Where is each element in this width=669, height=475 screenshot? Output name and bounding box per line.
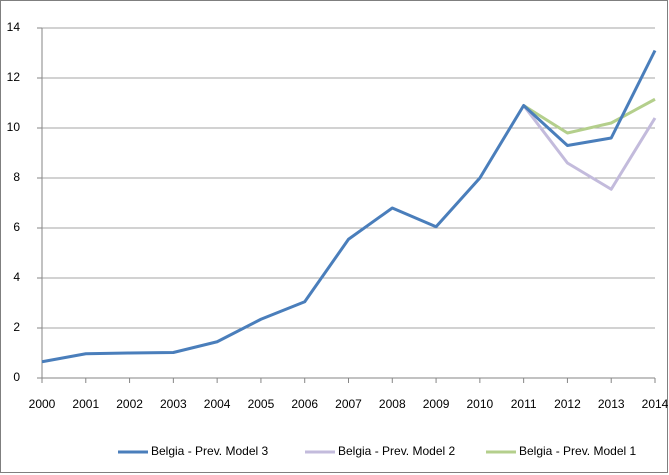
y-tick-label: 12	[7, 70, 21, 84]
legend-label: Belgia - Prev. Model 1	[519, 444, 636, 458]
series-line	[41, 49, 657, 364]
x-tick-label: 2014	[642, 397, 669, 411]
x-tick-label: 2005	[248, 397, 275, 411]
x-tick-label: 2009	[423, 397, 450, 411]
x-tick-label: 2012	[554, 397, 581, 411]
legend-label: Belgia - Prev. Model 3	[151, 444, 268, 458]
x-tick-label: 2002	[116, 397, 143, 411]
y-tick-label: 8	[13, 170, 20, 184]
y-tick-label: 6	[13, 220, 20, 234]
y-tick-label: 14	[7, 20, 21, 34]
x-tick-label: 2003	[160, 397, 187, 411]
x-tick-label: 2010	[467, 397, 494, 411]
legend-label: Belgia - Prev. Model 2	[338, 444, 455, 458]
y-tick-label: 2	[13, 320, 20, 334]
x-tick-label: 2011	[511, 397, 537, 411]
y-tick-label: 10	[7, 120, 21, 134]
x-tick-label: 2008	[379, 397, 406, 411]
series-line	[522, 97, 656, 135]
y-tick-label: 0	[13, 370, 20, 384]
x-tick-label: 2013	[598, 397, 625, 411]
x-tick-label: 2006	[291, 397, 318, 411]
x-tick-label: 2004	[204, 397, 231, 411]
x-tick-label: 2007	[335, 397, 362, 411]
x-tick-label: 2001	[72, 397, 99, 411]
series-line	[522, 104, 657, 191]
x-tick-label: 2000	[29, 397, 56, 411]
y-tick-label: 4	[13, 270, 20, 284]
